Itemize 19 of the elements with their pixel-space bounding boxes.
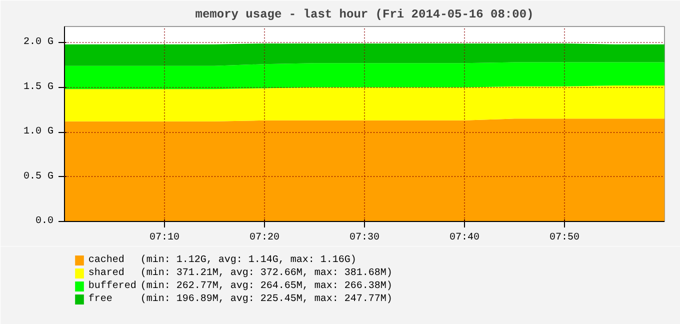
x-tick-label: 07:20 [249,232,280,244]
y-tick-label: 0.5 G [23,171,54,182]
legend-label: free [88,293,112,305]
x-tick-label: 07:40 [450,232,480,244]
x-tick-label: 07:50 [549,232,580,244]
chart-title: memory usage - last hour (Fri 2014-05-16 08:00) [195,8,534,22]
legend-label: buffered [88,280,136,292]
legend-label: shared [88,267,124,279]
legend-label: cached [88,254,124,266]
text: (min: 196.89M, avg: 225.45M, max: 247.77M) [140,293,392,305]
text: (min: 262.77M, avg: 264.65M, max: 266.38M) [140,280,392,292]
y-tick-label: 1.0 G [23,126,54,138]
text: (min: 1.12G, avg: 1.14G, max: 1.16G) [140,254,356,266]
y-tick-label: 1.5 G [23,82,54,93]
x-tick-label: 07:30 [350,232,380,244]
y-tick-label: 2.0 G [23,37,54,48]
y-tick-label: 0.0 [35,216,54,227]
text: (min: 371.21M, avg: 372.66M, max: 381.68M) [140,267,392,279]
x-tick-label: 07:10 [150,232,180,244]
